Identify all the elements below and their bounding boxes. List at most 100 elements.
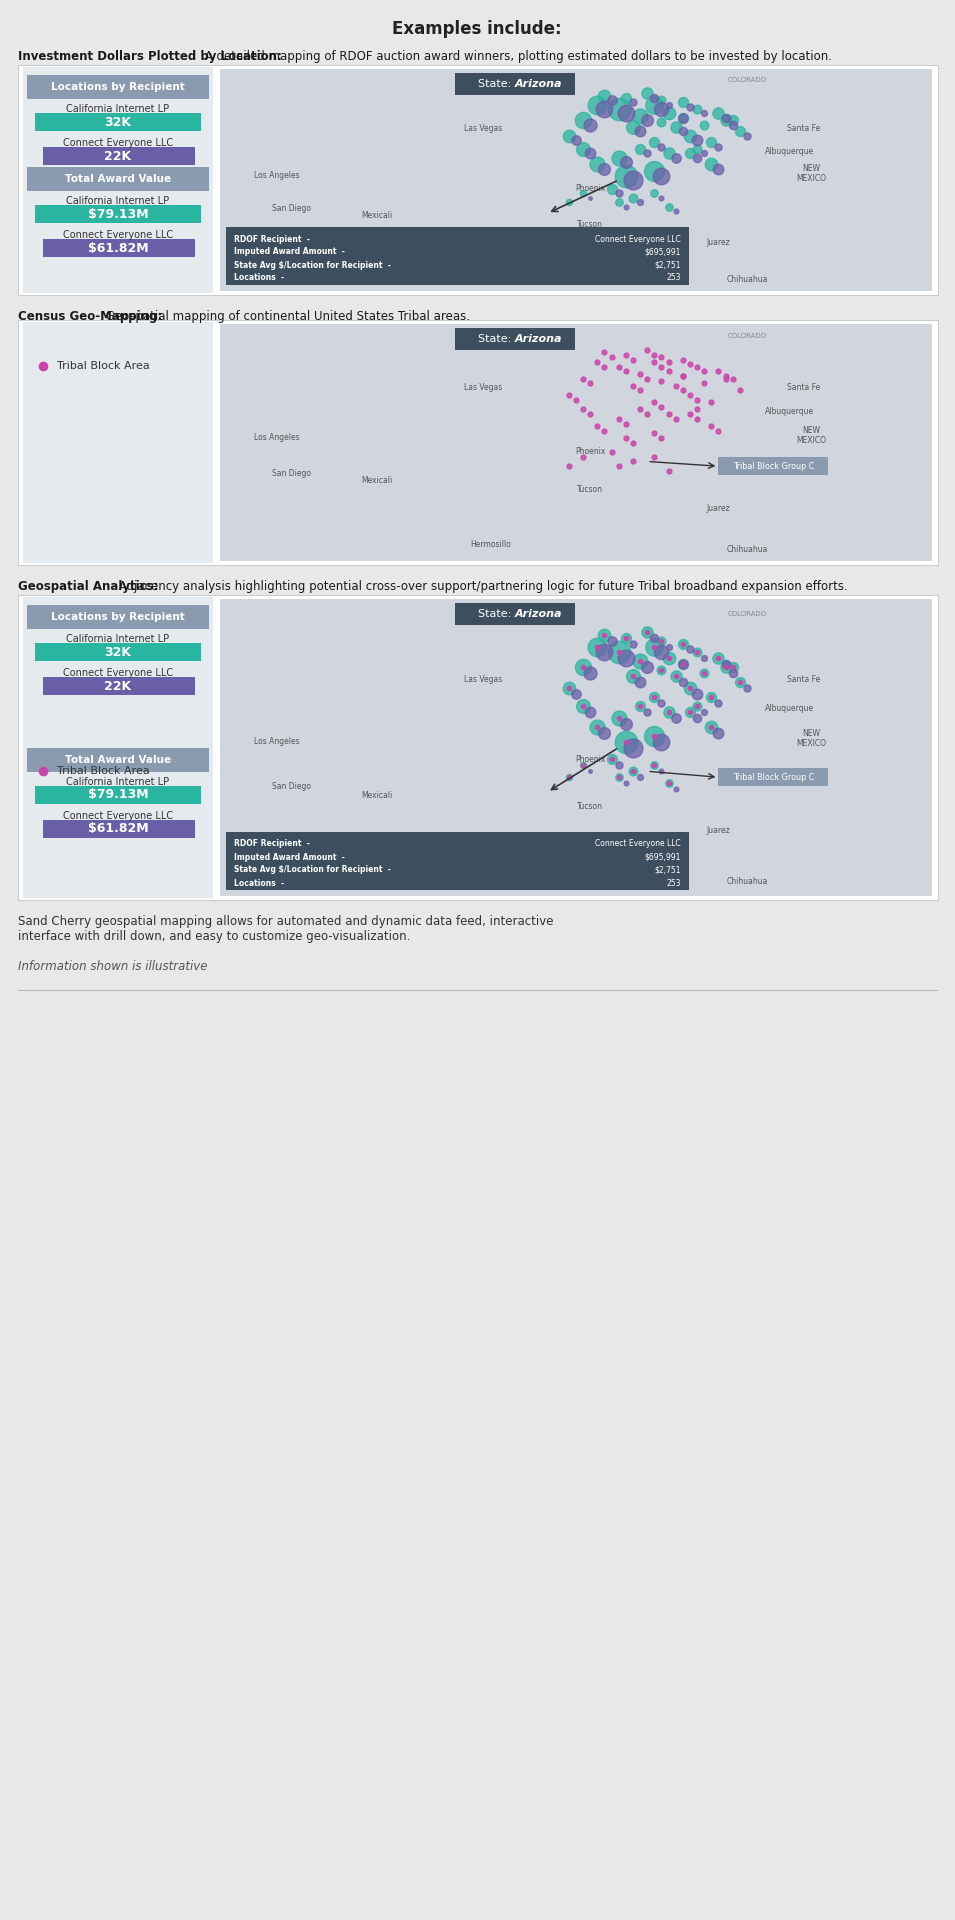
Text: NEW
MEXICO: NEW MEXICO <box>796 426 826 445</box>
Text: $2,751: $2,751 <box>654 261 681 269</box>
Bar <box>718 768 828 785</box>
Text: Sand Cherry geospatial mapping allows for automated and dynamic data feed, inter: Sand Cherry geospatial mapping allows fo… <box>18 916 554 943</box>
Text: Connect Everyone LLC: Connect Everyone LLC <box>595 839 681 849</box>
Text: RDOF Recipient  -: RDOF Recipient - <box>234 234 309 244</box>
Text: Albuquerque: Albuquerque <box>765 407 815 417</box>
Text: Tucson: Tucson <box>577 803 604 812</box>
Text: Tribal Block Group C: Tribal Block Group C <box>732 461 814 470</box>
Text: San Diego: San Diego <box>272 468 310 478</box>
Bar <box>220 324 932 561</box>
Text: Phoenix: Phoenix <box>575 184 605 194</box>
Text: $695,991: $695,991 <box>645 852 681 862</box>
Bar <box>23 323 213 563</box>
Text: Connect Everyone LLC: Connect Everyone LLC <box>63 668 173 678</box>
Text: Phoenix: Phoenix <box>575 755 605 764</box>
Text: State Avg $/Location for Recipient  -: State Avg $/Location for Recipient - <box>234 261 391 269</box>
Text: State:: State: <box>478 334 515 344</box>
Text: Census Geo-Mapping:: Census Geo-Mapping: <box>18 309 162 323</box>
Text: A detailed mapping of RDOF auction award winners, plotting estimated dollars to : A detailed mapping of RDOF auction award… <box>202 50 833 63</box>
Text: Connect Everyone LLC: Connect Everyone LLC <box>595 234 681 244</box>
Text: COLORADO: COLORADO <box>728 332 766 338</box>
Text: Juarez: Juarez <box>707 505 731 513</box>
Text: Arizona: Arizona <box>515 334 562 344</box>
Text: Connect Everyone LLC: Connect Everyone LLC <box>63 138 173 148</box>
Text: Tucson: Tucson <box>577 486 604 495</box>
Text: Chihuahua: Chihuahua <box>726 877 768 885</box>
Text: 32K: 32K <box>104 115 132 129</box>
Text: San Diego: San Diego <box>272 204 310 213</box>
Text: 253: 253 <box>667 879 681 887</box>
Bar <box>43 820 195 837</box>
Text: Locations  -: Locations - <box>234 273 285 282</box>
Text: Tucson: Tucson <box>577 221 604 228</box>
Text: Geospatial mapping of continental United States Tribal areas.: Geospatial mapping of continental United… <box>101 309 470 323</box>
Text: Arizona: Arizona <box>515 79 562 88</box>
Text: 32K: 32K <box>104 645 132 659</box>
Bar <box>35 113 201 131</box>
Text: Information shown is illustrative: Information shown is illustrative <box>18 960 207 973</box>
Text: Mexicali: Mexicali <box>361 476 393 486</box>
Text: Tribal Block Group C: Tribal Block Group C <box>732 772 814 781</box>
Text: $61.82M: $61.82M <box>88 242 148 255</box>
Text: Hermosillo: Hermosillo <box>470 540 511 549</box>
Text: COLORADO: COLORADO <box>728 611 766 616</box>
Bar <box>27 167 209 192</box>
Text: Juarez: Juarez <box>707 238 731 246</box>
Bar <box>35 205 201 223</box>
Text: NEW
MEXICO: NEW MEXICO <box>796 730 826 749</box>
Text: $79.13M: $79.13M <box>88 787 148 801</box>
Text: Total Award Value: Total Award Value <box>65 175 171 184</box>
Text: RDOF Recipient  -: RDOF Recipient - <box>234 839 309 849</box>
Text: $2,751: $2,751 <box>654 866 681 874</box>
Bar <box>18 595 938 900</box>
Text: COLORADO: COLORADO <box>728 77 766 83</box>
Text: $695,991: $695,991 <box>645 248 681 257</box>
Bar <box>455 328 575 349</box>
Bar <box>226 831 689 891</box>
Text: Tribal Block Area: Tribal Block Area <box>57 766 150 776</box>
Text: Investment Dollars Plotted by Location:: Investment Dollars Plotted by Location: <box>18 50 282 63</box>
Text: Arizona: Arizona <box>515 609 562 618</box>
Bar <box>23 67 213 294</box>
Text: California Internet LP: California Internet LP <box>67 634 170 643</box>
Text: Chihuahua: Chihuahua <box>726 275 768 284</box>
Text: Locations  -: Locations - <box>234 879 285 887</box>
Text: Hermosillo: Hermosillo <box>470 271 511 280</box>
Text: Tribal Block Area: Tribal Block Area <box>57 361 150 371</box>
Text: Examples include:: Examples include: <box>393 19 562 38</box>
Bar <box>455 603 575 626</box>
Text: State Avg $/Location for Recipient  -: State Avg $/Location for Recipient - <box>234 866 391 874</box>
Bar <box>18 321 938 564</box>
Text: Connect Everyone LLC: Connect Everyone LLC <box>63 230 173 240</box>
Text: California Internet LP: California Internet LP <box>67 776 170 787</box>
Text: Las Vegas: Las Vegas <box>464 384 502 392</box>
Text: Las Vegas: Las Vegas <box>464 674 502 684</box>
Text: Mexicali: Mexicali <box>361 211 393 221</box>
Bar <box>220 599 932 897</box>
Bar <box>43 148 195 165</box>
Text: $79.13M: $79.13M <box>88 207 148 221</box>
Text: Phoenix: Phoenix <box>575 447 605 457</box>
Text: Imputed Award Amount  -: Imputed Award Amount - <box>234 248 345 257</box>
Text: 253: 253 <box>667 273 681 282</box>
Bar <box>35 785 201 804</box>
Bar <box>43 240 195 257</box>
Bar <box>35 643 201 660</box>
Text: State:: State: <box>478 609 515 618</box>
Text: 22K: 22K <box>104 680 132 693</box>
Text: Locations by Recipient: Locations by Recipient <box>52 83 185 92</box>
Text: Chihuahua: Chihuahua <box>726 545 768 553</box>
Text: 22K: 22K <box>104 150 132 163</box>
Bar <box>27 75 209 100</box>
Bar <box>23 597 213 899</box>
Text: Total Award Value: Total Award Value <box>65 755 171 764</box>
Text: Las Vegas: Las Vegas <box>464 125 502 134</box>
Text: Imputed Award Amount  -: Imputed Award Amount - <box>234 852 345 862</box>
Text: Geospatial Analytics:: Geospatial Analytics: <box>18 580 159 593</box>
Bar <box>27 605 209 630</box>
Bar <box>220 69 932 292</box>
Text: Santa Fe: Santa Fe <box>787 674 820 684</box>
Text: Connect Everyone LLC: Connect Everyone LLC <box>63 810 173 820</box>
Text: $61.82M: $61.82M <box>88 822 148 835</box>
Text: Mexicali: Mexicali <box>361 791 393 799</box>
